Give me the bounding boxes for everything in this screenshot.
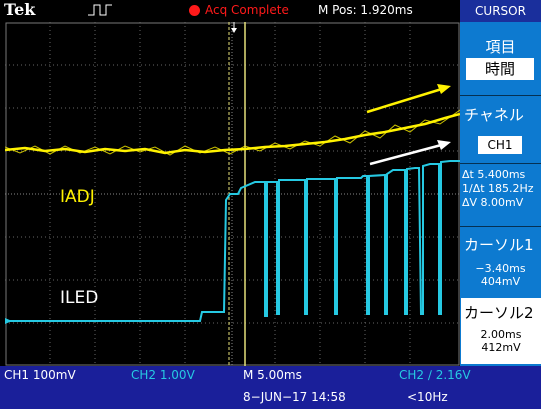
side-menu-title: CURSOR (460, 0, 541, 22)
cursor-1-volt: 404mV (480, 275, 521, 288)
timebase: M 5.00ms (243, 368, 302, 382)
acq-status-dot (189, 5, 200, 16)
ch2-scale: CH2 1.00V (131, 368, 195, 382)
waveform-display[interactable] (5, 22, 460, 366)
item-value-button[interactable]: 時間 (466, 58, 534, 80)
top-bar: Tek Acq Complete M Pos: 1.920ms (0, 0, 460, 22)
trigger-icon (88, 4, 112, 16)
ch2-trend-arrow (369, 142, 446, 166)
ch1-trend-arrow (366, 86, 446, 114)
cursor-2-volt: 412mV (481, 341, 521, 354)
cursor-2-button[interactable]: カーソル2 2.00ms 412mV (461, 298, 541, 364)
acq-status: Acq Complete (205, 3, 289, 17)
m-position: M Pos: 1.920ms (318, 3, 413, 17)
item-label: 項目 (485, 38, 516, 56)
ch1-scale: CH1 100mV (4, 368, 76, 382)
trigger-position-marker (231, 28, 237, 33)
trigger-frequency: <10Hz (407, 390, 448, 404)
trigger-setting: CH2 ∕ 2.16V (399, 368, 471, 382)
ch2-trace (5, 160, 460, 322)
readout-inverse-delta-t: 1/Δt 185.2Hz (462, 182, 534, 195)
channel-label: チャネル (464, 106, 524, 124)
ch2-ground-marker (5, 318, 12, 324)
cursor-1-time: −3.40ms (475, 262, 526, 275)
bottom-status-bar: CH1 100mV CH2 1.00V M 5.00ms CH2 ∕ 2.16V… (0, 366, 541, 409)
cursor-1-label[interactable]: カーソル1 (464, 236, 534, 254)
ch2-trace-label: ILED (60, 288, 99, 308)
readout-delta-t: Δt 5.400ms (462, 168, 526, 181)
date-time: 8−JUN−17 14:58 (243, 390, 346, 404)
readout-delta-v: ΔV 8.00mV (462, 196, 524, 209)
cursor-2-time: 2.00ms (480, 328, 522, 341)
ch1-trace-label: IADJ (60, 187, 95, 207)
brand-logo: Tek (4, 0, 36, 19)
channel-value-button[interactable]: CH1 (478, 136, 522, 154)
cursor-side-menu: CURSOR 項目 時間 チャネル CH1 Δt 5.400ms 1/Δt 18… (460, 0, 541, 366)
cursor-2-label: カーソル2 (464, 304, 534, 322)
